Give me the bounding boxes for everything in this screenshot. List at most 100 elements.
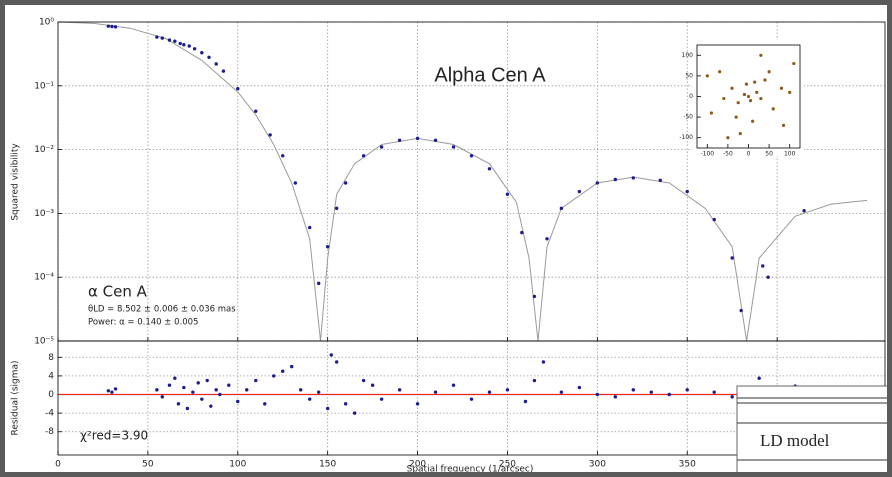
x-tick-label: 250 xyxy=(499,460,516,470)
data-point xyxy=(155,35,159,39)
data-point xyxy=(541,360,546,364)
data-point xyxy=(299,388,303,392)
data-point xyxy=(631,176,636,180)
data-point xyxy=(209,404,213,408)
data-point xyxy=(415,136,420,141)
y-tick-label: -8 xyxy=(45,427,54,437)
y-tick-label: 0 xyxy=(689,93,693,100)
x-tick-label: 150 xyxy=(319,460,336,470)
data-point xyxy=(712,217,716,222)
data-point xyxy=(290,364,294,369)
data-point xyxy=(802,209,806,213)
data-point xyxy=(577,385,582,390)
y-axis-label: Residual (sigma) xyxy=(11,360,21,435)
data-point xyxy=(343,402,348,406)
data-point xyxy=(759,96,763,101)
data-point xyxy=(272,374,276,378)
data-point xyxy=(742,92,746,97)
data-point xyxy=(766,275,770,279)
data-point xyxy=(334,360,339,364)
data-point xyxy=(771,107,775,111)
data-point xyxy=(532,378,537,383)
data-point xyxy=(781,123,786,127)
data-point xyxy=(167,38,172,42)
overlay-title: Alpha Cen A xyxy=(434,64,546,86)
data-point xyxy=(451,383,456,387)
data-point xyxy=(415,402,420,406)
data-point xyxy=(559,390,564,394)
axes-frame xyxy=(696,44,801,149)
data-point xyxy=(397,138,402,142)
data-point xyxy=(352,411,357,415)
data-point xyxy=(307,397,312,401)
data-point xyxy=(705,74,709,78)
power-label: Power: α = 0.140 ± 0.005 xyxy=(88,318,198,328)
data-point xyxy=(379,145,384,149)
data-point xyxy=(191,390,195,394)
data-point xyxy=(649,390,653,394)
y-tick-label: 10⁻⁴ xyxy=(34,273,54,283)
y-tick-label: -50 xyxy=(683,114,693,121)
data-point xyxy=(214,62,218,66)
data-point xyxy=(788,90,792,94)
data-point xyxy=(748,99,753,103)
data-point xyxy=(709,111,714,115)
data-point xyxy=(110,390,114,394)
y-tick-label: 4 xyxy=(48,371,54,381)
y-tick-label: 0 xyxy=(48,390,54,400)
data-point xyxy=(685,388,689,392)
data-point xyxy=(577,189,582,194)
data-point xyxy=(281,154,285,158)
data-point xyxy=(316,390,321,394)
data-point xyxy=(293,181,298,185)
data-point xyxy=(730,86,734,90)
data-point xyxy=(245,388,249,392)
y-tick-label: 100 xyxy=(682,52,694,59)
data-point xyxy=(451,145,456,149)
data-point xyxy=(433,138,438,142)
data-point xyxy=(113,25,118,29)
data-point xyxy=(110,24,114,29)
data-point xyxy=(214,388,218,392)
data-point xyxy=(334,206,339,211)
data-point xyxy=(739,308,743,313)
data-point xyxy=(469,397,474,401)
x-tick-label: 200 xyxy=(409,460,426,470)
data-point xyxy=(487,167,492,171)
data-point xyxy=(718,70,722,74)
data-point xyxy=(532,294,537,299)
data-point xyxy=(207,55,211,59)
data-point xyxy=(187,44,191,48)
data-point xyxy=(545,237,549,241)
data-point xyxy=(559,206,564,211)
data-point xyxy=(316,281,321,286)
data-point xyxy=(738,131,742,136)
overlay-table: LD model xyxy=(736,385,892,477)
data-point xyxy=(779,86,784,90)
y-tick-label: 10⁰ xyxy=(39,18,54,28)
data-point xyxy=(205,378,209,383)
data-point xyxy=(730,395,734,399)
x-tick-label: 0 xyxy=(747,151,751,158)
data-point xyxy=(734,115,738,119)
data-point xyxy=(746,94,751,99)
data-point xyxy=(182,385,186,390)
data-point xyxy=(520,230,524,235)
data-point xyxy=(433,390,438,394)
data-layer xyxy=(705,53,796,140)
x-tick-label: 100 xyxy=(784,151,796,158)
data-layer xyxy=(106,353,797,415)
data-point xyxy=(167,383,172,387)
data-point xyxy=(254,109,258,113)
x-axis-label: Spatial frequency (1/arcsec) xyxy=(407,465,534,475)
data-point xyxy=(329,353,333,357)
data-point xyxy=(281,369,285,373)
data-point xyxy=(236,399,240,404)
data-point xyxy=(631,388,636,392)
data-point xyxy=(200,397,204,401)
x-tick-label: -100 xyxy=(700,151,714,158)
y-tick-label: -4 xyxy=(45,409,54,419)
data-point xyxy=(712,390,716,394)
